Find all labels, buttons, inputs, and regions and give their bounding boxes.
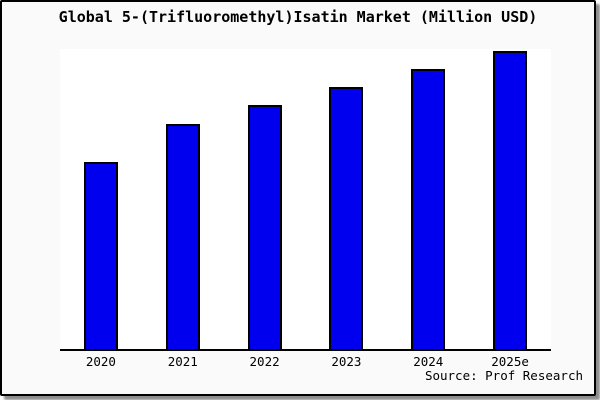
x-axis-label-2020: 2020 (85, 354, 116, 369)
source-note: Source: Prof Research (424, 368, 583, 383)
plot-area (60, 49, 551, 351)
x-axis-label-2024: 2024 (413, 354, 444, 369)
bar-2024 (411, 69, 446, 349)
x-axis-label-2023: 2023 (331, 354, 362, 369)
bar-2022 (247, 105, 282, 349)
bar-2023 (329, 87, 364, 349)
bar-2020 (83, 161, 118, 349)
x-axis-label-2022: 2022 (249, 354, 280, 369)
x-axis-label-2021: 2021 (167, 354, 198, 369)
bar-2025e (493, 50, 528, 349)
x-axis-label-2025e: 2025e (491, 354, 529, 369)
chart-title: Global 5-(Trifluoromethyl)Isatin Market … (58, 8, 538, 26)
bar-2021 (165, 124, 200, 349)
x-axis-labels: 2020 2021 2022 2023 2024 2025e (60, 354, 551, 370)
